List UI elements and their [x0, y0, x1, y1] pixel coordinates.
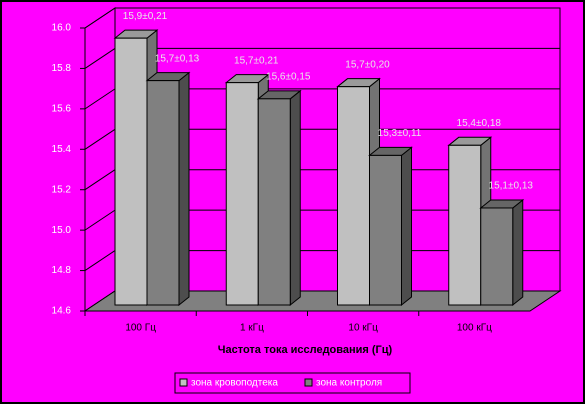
- grid-line: [84, 250, 116, 271]
- floor: [83, 290, 562, 312]
- bar-side: [401, 146, 412, 307]
- y-tick-label: 15.6: [52, 103, 72, 114]
- bar: [448, 144, 482, 306]
- x-tick-label: 100 Гц: [125, 323, 156, 334]
- data-label: 15,6±0,15: [266, 71, 311, 82]
- data-label: 15,9±0,21: [123, 11, 168, 22]
- side-wall: [84, 7, 116, 312]
- bar: [114, 37, 148, 306]
- bar: [480, 207, 514, 306]
- legend-swatch: [304, 378, 313, 387]
- data-label: 15,7±0,20: [345, 59, 390, 70]
- legend-label: зона кровоподтека: [191, 378, 278, 389]
- y-tick-label: 14.8: [52, 265, 72, 276]
- x-tick-label: 100 кГц: [457, 323, 492, 334]
- legend-box: [174, 372, 411, 394]
- x-tick-label: 1 кГц: [240, 323, 264, 334]
- y-tick-label: 15.0: [52, 225, 72, 236]
- grid-line: [84, 48, 116, 69]
- legend-label: зона контроля: [316, 378, 382, 389]
- bar: [337, 86, 370, 306]
- grid-line: [84, 88, 116, 110]
- y-tick-label: 16.0: [52, 23, 72, 34]
- data-label: 15,3±0,11: [378, 128, 422, 139]
- data-label: 15,1±0,13: [489, 181, 534, 192]
- bar: [369, 154, 402, 306]
- bar-side: [289, 89, 301, 307]
- y-tick-label: 15.8: [52, 63, 72, 74]
- bar: [146, 80, 180, 306]
- y-tick-label: 14.6: [52, 306, 72, 317]
- y-tick-label: 15.2: [52, 184, 72, 195]
- bar: [225, 82, 259, 306]
- bar-side: [178, 71, 190, 307]
- y-tick-label: 15.4: [52, 144, 72, 155]
- grid-line: [84, 169, 116, 191]
- legend-swatch: [179, 378, 188, 387]
- data-label: 15,7±0,21: [234, 55, 279, 66]
- grid-line: [84, 128, 116, 150]
- data-label: 15,7±0,13: [155, 53, 200, 64]
- grid-line: [84, 209, 116, 231]
- bar: [257, 98, 291, 306]
- x-axis-title: Частота тока исследования (Гц): [218, 344, 393, 356]
- x-tick-label: 10 кГц: [348, 323, 378, 334]
- grid-line: [84, 7, 116, 29]
- data-label: 15,4±0,18: [457, 118, 502, 129]
- bar-side: [512, 198, 524, 307]
